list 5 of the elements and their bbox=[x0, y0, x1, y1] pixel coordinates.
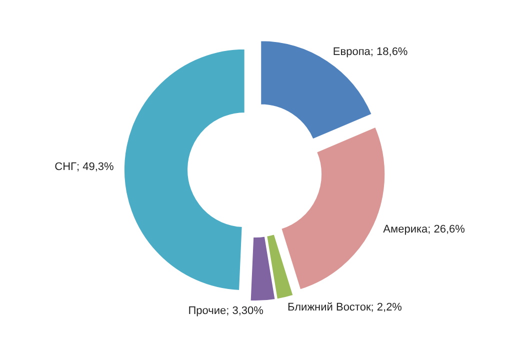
slice-label: Прочие; 3,30% bbox=[188, 304, 264, 317]
slice-label: Америка; 26,6% bbox=[383, 223, 466, 236]
slice-label: Ближний Восток; 2,2% bbox=[288, 301, 402, 314]
slice-label: Европа; 18,6% bbox=[332, 46, 408, 58]
slice-label: СНГ; 49,3% bbox=[54, 160, 114, 173]
